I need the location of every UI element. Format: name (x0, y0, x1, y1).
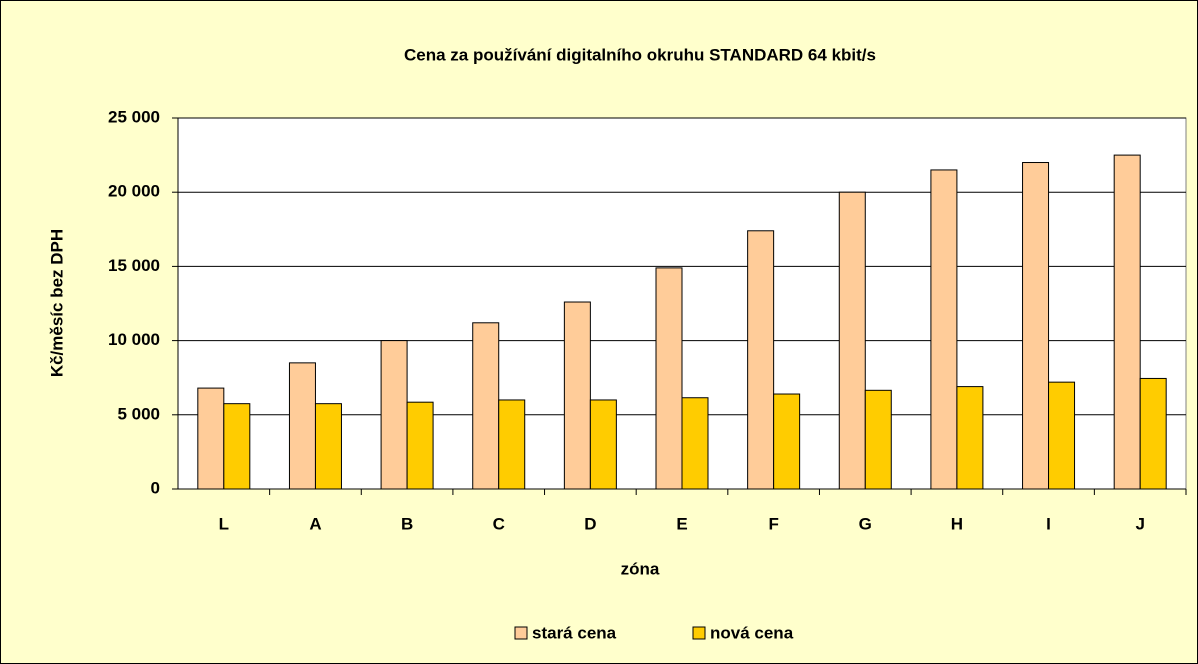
bar (563, 301, 591, 490)
x-tick-label: F (768, 514, 778, 533)
x-tick-label: A (309, 514, 321, 533)
legend-label: nová cena (710, 623, 794, 642)
bar (288, 362, 316, 490)
bar (655, 267, 683, 490)
bar (1048, 381, 1076, 490)
bar (223, 403, 251, 490)
legend-label: stará cena (532, 623, 617, 642)
bar (930, 169, 958, 490)
x-tick-label: J (1135, 514, 1144, 533)
legend-swatch (692, 626, 706, 640)
bar (747, 230, 775, 490)
bar (197, 387, 225, 490)
y-tick-label: 0 (151, 478, 160, 497)
x-tick-label: E (676, 514, 687, 533)
bar (1022, 162, 1050, 490)
y-tick-label: 20 000 (108, 182, 160, 201)
bar (406, 401, 434, 490)
x-tick-label: D (584, 514, 596, 533)
x-tick-label: L (219, 514, 229, 533)
bar (838, 191, 866, 490)
legend-swatch (514, 626, 528, 640)
bar (472, 322, 500, 490)
bar (681, 397, 709, 490)
x-tick-label: B (401, 514, 413, 533)
x-tick-label: C (493, 514, 505, 533)
x-tick-label: H (951, 514, 963, 533)
x-tick-label: G (859, 514, 872, 533)
y-axis-label: Kč/měsíc bez DPH (47, 229, 66, 377)
y-tick-label: 5 000 (117, 404, 160, 423)
bar (1113, 154, 1141, 490)
bar (864, 389, 892, 490)
bar (380, 340, 408, 490)
y-tick-label: 10 000 (108, 330, 160, 349)
x-axis-label: zóna (621, 559, 660, 578)
y-tick-label: 25 000 (108, 107, 160, 126)
bar (1139, 377, 1167, 490)
y-tick-label: 15 000 (108, 256, 160, 275)
x-tick-label: I (1046, 514, 1051, 533)
chart-title: Cena za používání digitalního okruhu STA… (404, 45, 876, 64)
bar (314, 403, 342, 490)
bar (773, 393, 801, 490)
bar (498, 399, 526, 490)
bar (589, 399, 617, 490)
bar (956, 386, 984, 490)
